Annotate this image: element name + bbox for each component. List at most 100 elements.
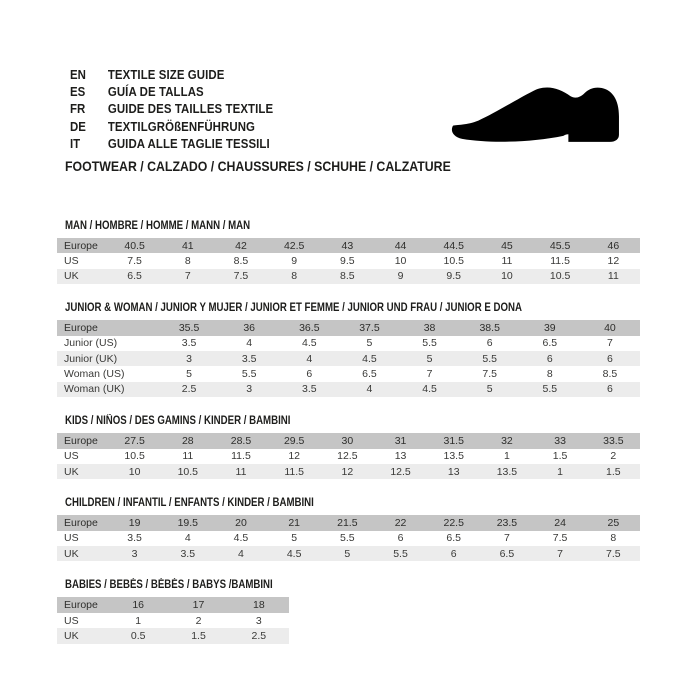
size-value-cell: 7	[184, 270, 191, 283]
size-value-cell: 28.5	[230, 434, 252, 447]
size-table-row: US 1 2 3	[57, 613, 289, 628]
size-table-row: UK 10 10.5 11 11.5 12 12.5 13 13.5 1 1.5	[57, 463, 640, 480]
size-value-cell: 5	[366, 337, 373, 350]
size-value-cell: 44	[394, 239, 407, 252]
size-value-cell: 13	[394, 450, 407, 463]
size-table-row: Europe 19 19.5 20 21 21.5 22 22.5 23.5 24 25	[57, 515, 640, 531]
size-value-cell: 39	[543, 321, 556, 334]
size-value-cell: 28	[181, 434, 194, 447]
size-value-cell: 1.5	[191, 629, 206, 642]
row-label-cell: Europe	[64, 239, 98, 252]
size-value-cell: 40	[604, 321, 616, 334]
size-value-cell: 6.5	[362, 368, 377, 381]
size-value-cell: 10.5	[443, 255, 464, 268]
size-value-cell: 6	[607, 352, 613, 365]
size-value-cell: 11	[607, 270, 619, 283]
size-value-cell: 5	[344, 547, 351, 560]
size-table: Europe 19 19.5 20 21 21.5 22 22.5 23.5 24 25 US 3…	[57, 515, 640, 562]
size-value-cell: 5.5	[542, 383, 558, 396]
size-table-row: Junior (US) 3.5 4 4.5 5 5.5 6 6.5 7	[57, 336, 640, 351]
size-value-cell: 5.5	[482, 352, 497, 365]
language-row: FR GUIDE DES TAILLES TEXTILE	[70, 100, 273, 117]
size-value-cell: 3.5	[127, 532, 142, 545]
size-value-cell: 11	[235, 465, 247, 478]
size-value-cell: 5.5	[393, 547, 408, 560]
size-table-row: UK 0.5 1.5 2.5	[57, 628, 289, 644]
size-value-cell: 11.5	[284, 465, 304, 478]
size-value-cell: 6.5	[542, 337, 558, 350]
size-value-cell: 19.5	[177, 516, 198, 529]
row-label-cell: US	[64, 450, 79, 463]
size-value-cell: 45.5	[549, 239, 571, 252]
size-value-cell: 38	[423, 321, 436, 334]
size-value-cell: 1	[503, 450, 510, 463]
size-value-cell: 43	[341, 239, 354, 252]
size-value-cell: 10	[128, 465, 141, 478]
size-value-cell: 12.5	[337, 450, 358, 463]
dress-shoe-icon	[450, 86, 622, 147]
size-value-cell: 8	[546, 368, 553, 381]
size-value-cell: 9.5	[446, 270, 462, 283]
size-value-cell: 16	[132, 599, 144, 612]
size-value-cell: 4.5	[302, 337, 317, 350]
size-value-cell: 3.5	[180, 547, 196, 560]
size-value-cell: 8.5	[233, 255, 249, 268]
size-value-cell: 9.5	[340, 255, 355, 268]
size-table: Europe 35.5 36 36.5 37.5 38 38.5 39 40 Junior (…	[57, 320, 640, 398]
size-table-title: JUNIOR & WOMAN / JUNIOR Y MUJER / JUNIOR…	[65, 302, 522, 315]
size-value-cell: 4.5	[422, 383, 437, 396]
size-value-cell: 7.5	[233, 270, 249, 283]
size-value-cell: 46	[607, 239, 620, 252]
size-value-cell: 1.5	[606, 465, 621, 478]
size-value-cell: 18	[252, 599, 265, 612]
size-value-cell: 4.5	[233, 532, 249, 545]
language-code: EN	[70, 67, 86, 83]
size-table: Europe 27.5 28 28.5 29.5 30 31 31.5 32 33 33.5 US…	[57, 433, 640, 480]
size-value-cell: 9	[397, 270, 404, 283]
size-value-cell: 22	[394, 516, 407, 529]
size-value-cell: 7.5	[127, 255, 142, 268]
row-label-cell: UK	[64, 270, 79, 283]
size-value-cell: 4.5	[286, 547, 302, 560]
row-label-cell: UK	[64, 465, 79, 478]
size-value-cell: 13.5	[496, 465, 518, 478]
size-value-cell: 4	[306, 352, 313, 365]
size-table-row: Junior (UK) 3 3.5 4 4.5 5 5.5 6 6	[57, 350, 640, 367]
category-heading: FOOTWEAR / CALZADO / CHAUSSURES / SCHUHE…	[65, 158, 451, 174]
language-code: FR	[70, 101, 86, 117]
size-value-cell: 2	[195, 614, 202, 627]
size-value-cell: 4	[238, 547, 244, 560]
size-value-cell: 6.5	[446, 532, 462, 545]
size-table-row: Europe 35.5 36 36.5 37.5 38 38.5 39 40	[57, 320, 640, 336]
size-value-cell: 5.5	[241, 368, 257, 381]
row-label-cell: Europe	[64, 516, 98, 529]
size-value-cell: 3.5	[181, 337, 197, 350]
size-value-cell: 20	[235, 516, 247, 529]
size-value-cell: 29.5	[283, 434, 305, 447]
language-code: ES	[70, 84, 86, 100]
size-table: Europe 40.5 41 42 42.5 43 44 44.5 45 45.5 46 US 7…	[57, 238, 640, 285]
size-value-cell: 38.5	[479, 321, 500, 334]
size-value-cell: 8.5	[602, 368, 618, 381]
size-table-row: Europe 16 17 18	[57, 597, 289, 613]
size-table-section: MAN / HOMBRE / HOMME / MANN / MAN Europe…	[57, 220, 640, 285]
row-label-cell: Europe	[64, 599, 98, 612]
row-label-cell: US	[64, 532, 79, 545]
size-value-cell: 11	[501, 255, 513, 268]
size-value-cell: 10	[501, 270, 513, 283]
size-value-cell: 7.5	[482, 368, 497, 381]
size-value-cell: 7	[557, 547, 564, 560]
size-table-section: BABIES / BEBÉS / BÉBÉS / BABYS /BAMBINI …	[57, 579, 640, 644]
language-title: GUIDE DES TAILLES TEXTILE	[107, 101, 274, 117]
size-value-cell: 33	[554, 434, 566, 447]
size-table-row: US 3.5 4 4.5 5 5.5 6 6.5 7 7.5 8	[57, 531, 640, 546]
size-table-row: US 7.5 8 8.5 9 9.5 10 10.5 11 11.5 12	[57, 253, 640, 268]
size-value-cell: 30	[341, 434, 354, 447]
size-table-section: CHILDREN / INFANTIL / ENFANTS / KINDER /…	[57, 497, 640, 562]
size-value-cell: 42	[235, 239, 247, 252]
size-value-cell: 12	[341, 465, 354, 478]
size-value-cell: 22.5	[443, 516, 464, 529]
language-row: ES GUÍA DE TALLAS	[70, 83, 273, 100]
size-value-cell: 8	[610, 532, 617, 545]
row-label-cell: Junior (US)	[64, 337, 118, 350]
